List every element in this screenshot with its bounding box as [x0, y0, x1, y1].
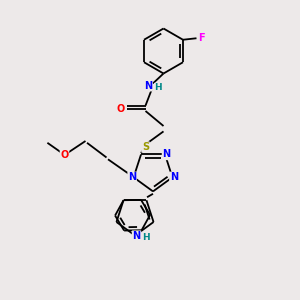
- Text: N: N: [128, 172, 136, 182]
- Text: O: O: [116, 103, 125, 114]
- Text: S: S: [142, 142, 149, 152]
- Text: N: N: [162, 149, 171, 160]
- Text: F: F: [198, 33, 205, 43]
- Text: N: N: [144, 81, 152, 91]
- Text: H: H: [154, 83, 162, 92]
- Text: N: N: [132, 231, 141, 241]
- Text: O: O: [60, 149, 69, 160]
- Text: N: N: [170, 172, 178, 182]
- Text: H: H: [142, 233, 150, 242]
